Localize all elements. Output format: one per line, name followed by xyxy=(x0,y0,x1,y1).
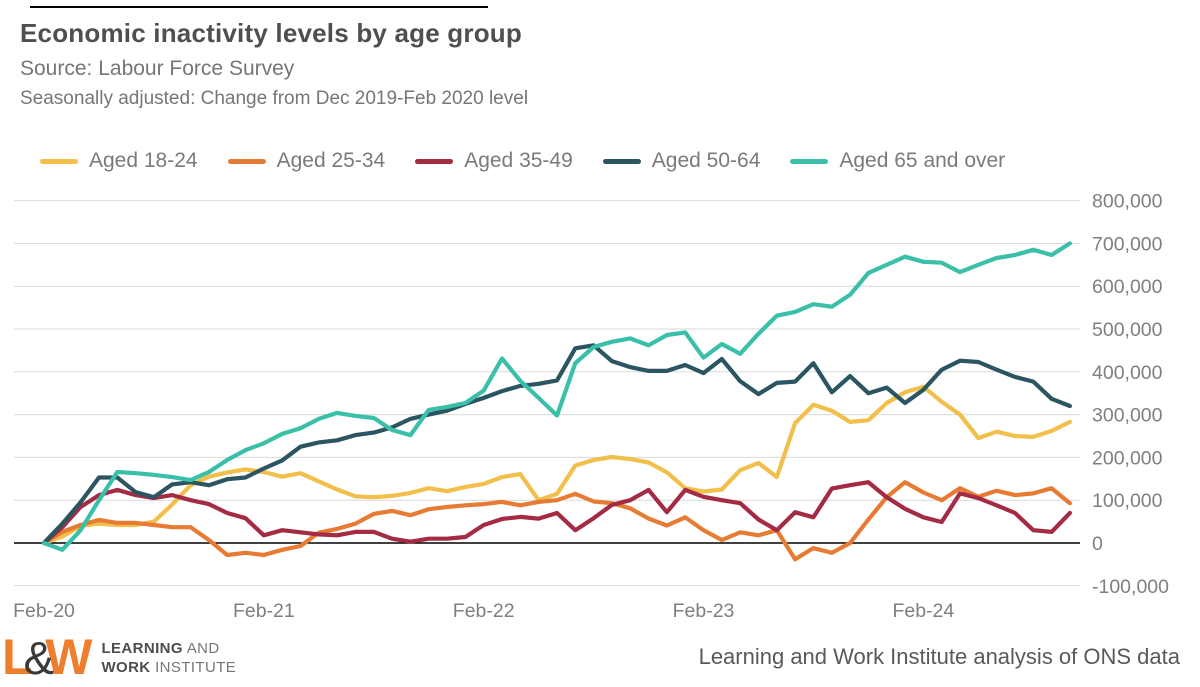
legend-item-4: Aged 50-64 xyxy=(602,149,761,173)
y-axis-tick-label: -100,000 xyxy=(1092,576,1169,598)
legend-label: Aged 18-24 xyxy=(89,149,198,172)
logo-ampersand: & xyxy=(23,632,55,684)
x-axis-tick-label: Feb-22 xyxy=(453,600,515,622)
chart-area: 800,000 700,000 600,000 500,000 400,000 300,0… xyxy=(0,185,1200,630)
legend-swatch-icon xyxy=(790,158,829,164)
legend-item-5: Aged 65 and over xyxy=(790,149,1005,173)
x-axis-tick-label: Feb-23 xyxy=(673,600,735,622)
y-axis-tick-label: 500,000 xyxy=(1092,319,1163,341)
chart-note-subtitle: Seasonally adjusted: Change from Dec 201… xyxy=(20,88,529,109)
logo-word-and: AND xyxy=(182,639,220,657)
legend-item-1: Aged 18-24 xyxy=(40,149,198,173)
logo-wordmark-line2: WORK INSTITUTE xyxy=(101,658,236,677)
y-axis-tick-label: 300,000 xyxy=(1092,405,1163,427)
y-axis-tick-label: 800,000 xyxy=(1092,191,1163,213)
legend-swatch-icon xyxy=(602,158,641,164)
y-axis-tick-label: 700,000 xyxy=(1092,233,1163,255)
legend-label: Aged 50-64 xyxy=(651,149,761,172)
legend-label: Aged 35-49 xyxy=(464,149,573,172)
legend-item-2: Aged 25-34 xyxy=(227,149,386,173)
line-chart: 800,000 700,000 600,000 500,000 400,000 300,0… xyxy=(13,191,1169,622)
analysis-credit: Learning and Work Institute analysis of … xyxy=(698,644,1180,669)
lw-institute-logo: L&W LEARNING AND WORK INSTITUTE xyxy=(2,632,236,683)
lw-logo-mark: L&W xyxy=(2,629,92,685)
series-line-aged-25-34 xyxy=(41,480,1073,562)
top-accent-rule xyxy=(30,6,488,8)
footer: L&W LEARNING AND WORK INSTITUTE Learning… xyxy=(0,630,1200,687)
logo-word-learning: LEARNING xyxy=(101,639,183,657)
legend-label: Aged 25-34 xyxy=(276,149,386,172)
logo-wordmark: LEARNING AND WORK INSTITUTE xyxy=(101,639,236,677)
legend-swatch-icon xyxy=(40,158,78,164)
y-axis-tick-label: 0 xyxy=(1092,533,1103,555)
series-line-aged-50-64 xyxy=(41,343,1073,546)
logo-word-institute: INSTITUTE xyxy=(150,658,237,676)
y-axis-tick-label: 200,000 xyxy=(1092,447,1163,469)
y-axis-tick-label: 100,000 xyxy=(1092,490,1163,512)
page-title: Economic inactivity levels by age group xyxy=(20,18,522,48)
x-axis-tick-label: Feb-20 xyxy=(13,600,75,622)
logo-wordmark-line1: LEARNING AND xyxy=(101,639,236,658)
logo-word-work: WORK xyxy=(101,658,151,676)
legend-swatch-icon xyxy=(415,158,454,164)
legend: Aged 18-24 Aged 25-34 Aged 35-49 Aged 50-64… xyxy=(40,149,1005,173)
series-line-aged-65-and-over xyxy=(41,241,1073,552)
series-line-aged-35-49 xyxy=(41,480,1073,546)
y-axis-tick-label: 600,000 xyxy=(1092,276,1163,298)
chart-source-subtitle: Source: Labour Force Survey xyxy=(20,57,295,80)
legend-swatch-icon xyxy=(227,158,266,164)
x-axis-tick-label: Feb-24 xyxy=(892,600,954,622)
y-axis-tick-label: 400,000 xyxy=(1092,362,1163,384)
logo-letter-w: W xyxy=(45,629,92,685)
legend-label: Aged 65 and over xyxy=(839,149,1006,172)
legend-item-3: Aged 35-49 xyxy=(415,149,573,173)
x-axis-tick-label: Feb-21 xyxy=(233,600,295,622)
logo-letter-l: L xyxy=(2,629,32,685)
